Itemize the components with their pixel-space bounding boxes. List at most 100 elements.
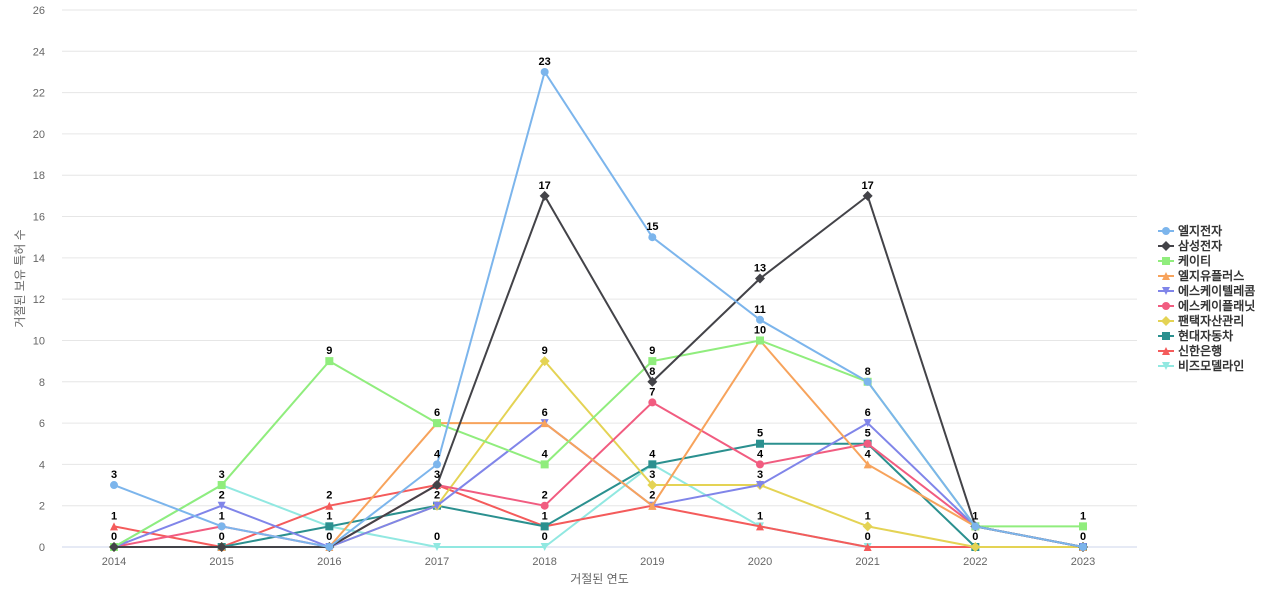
data-point[interactable] — [433, 460, 441, 469]
legend-item[interactable]: 팬택자산관리 — [1158, 313, 1244, 328]
data-point[interactable] — [863, 460, 872, 469]
data-point[interactable] — [756, 460, 764, 469]
data-point[interactable] — [325, 543, 334, 551]
x-tick-label: 2014 — [102, 556, 126, 568]
data-point[interactable] — [862, 190, 873, 201]
data-point[interactable] — [756, 522, 764, 531]
data-point[interactable] — [217, 501, 226, 510]
data-point[interactable] — [647, 376, 658, 387]
data-label: 1 — [542, 510, 548, 522]
legend-item[interactable]: 에스케이텔레콤 — [1158, 283, 1255, 298]
legend-item[interactable]: 엘지전자 — [1158, 223, 1222, 238]
data-point[interactable] — [433, 419, 441, 428]
legend-item[interactable]: 현대자동차 — [1158, 328, 1233, 343]
data-point[interactable] — [756, 315, 764, 324]
data-point[interactable] — [217, 481, 226, 490]
legend-item[interactable]: 신한은행 — [1158, 343, 1222, 358]
data-point[interactable] — [539, 356, 550, 367]
data-point[interactable] — [110, 522, 118, 531]
data-point[interactable] — [217, 522, 226, 531]
data-point[interactable] — [756, 439, 764, 448]
data-point[interactable] — [648, 460, 657, 469]
data-point[interactable] — [647, 480, 658, 491]
legend-marker-icon — [1162, 287, 1170, 295]
legend-item[interactable]: 케이티 — [1158, 253, 1211, 268]
x-axis-title: 거절된 연도 — [570, 572, 629, 586]
legend-item[interactable]: 엘지유플러스 — [1158, 268, 1244, 283]
data-point[interactable] — [540, 460, 549, 469]
data-point[interactable] — [433, 501, 441, 510]
data-point[interactable] — [648, 233, 657, 242]
legend-item[interactable]: 에스케이플래닛 — [1158, 298, 1255, 313]
series-layer — [109, 67, 1088, 552]
data-point[interactable] — [325, 522, 334, 531]
data-point[interactable] — [432, 480, 442, 491]
data-point[interactable] — [970, 542, 981, 552]
y-tick-label: 20 — [33, 129, 45, 141]
data-label: 3 — [434, 469, 440, 481]
series-line[interactable] — [113, 70, 1084, 548]
data-point[interactable] — [109, 542, 119, 552]
data-point[interactable] — [540, 522, 549, 531]
data-point[interactable] — [862, 521, 873, 532]
data-point[interactable] — [863, 543, 872, 551]
x-tick-label: 2017 — [425, 556, 449, 568]
data-point[interactable] — [1079, 543, 1087, 551]
data-label: 8 — [865, 366, 871, 378]
data-point[interactable] — [648, 501, 657, 510]
data-label: 0 — [1080, 531, 1086, 543]
data-point[interactable] — [971, 522, 980, 531]
data-point[interactable] — [325, 501, 334, 510]
data-label: 2 — [219, 490, 225, 502]
data-point[interactable] — [1079, 522, 1087, 531]
data-point[interactable] — [540, 67, 549, 76]
data-point[interactable] — [540, 543, 549, 551]
data-label: 6 — [865, 407, 871, 419]
data-label: 17 — [862, 180, 874, 192]
data-point[interactable] — [863, 377, 872, 386]
x-tick-label: 2023 — [1071, 556, 1095, 568]
data-point[interactable] — [755, 273, 765, 284]
data-point[interactable] — [863, 439, 872, 448]
y-tick-label: 24 — [33, 46, 45, 58]
data-label: 0 — [326, 531, 332, 543]
data-label: 9 — [649, 345, 655, 357]
data-point[interactable] — [648, 398, 657, 407]
series-4 — [110, 419, 1087, 551]
legend-item[interactable]: 삼성전자 — [1158, 238, 1222, 253]
data-point[interactable] — [540, 501, 549, 510]
x-tick-label: 2022 — [963, 556, 987, 568]
data-label: 0 — [865, 531, 871, 543]
data-label: 10 — [754, 324, 766, 336]
legend-label: 에스케이텔레콤 — [1178, 283, 1255, 298]
y-tick-label: 14 — [33, 253, 45, 265]
data-label: 4 — [434, 448, 441, 460]
data-point[interactable] — [648, 357, 657, 366]
data-point[interactable] — [756, 336, 764, 345]
data-point[interactable] — [756, 481, 764, 490]
series-1 — [109, 190, 1088, 552]
x-tick-label: 2021 — [855, 556, 879, 568]
legend-label: 케이티 — [1178, 253, 1211, 268]
data-point[interactable] — [539, 190, 550, 201]
data-label: 1 — [972, 510, 978, 522]
data-point[interactable] — [863, 419, 872, 428]
data-label: 8 — [649, 366, 655, 378]
legend-label: 엘지전자 — [1178, 223, 1222, 238]
x-tick-label: 2015 — [209, 556, 233, 568]
data-label: 3 — [219, 469, 225, 481]
data-point[interactable] — [216, 542, 227, 552]
data-point[interactable] — [433, 543, 441, 551]
legend-label: 엘지유플러스 — [1178, 268, 1244, 283]
legend-item[interactable]: 비즈모델라인 — [1158, 358, 1244, 373]
data-label: 3 — [111, 469, 117, 481]
y-tick-label: 4 — [39, 459, 45, 471]
x-tick-label: 2020 — [748, 556, 772, 568]
data-point[interactable] — [540, 419, 549, 428]
series-line[interactable] — [113, 194, 1084, 548]
data-point[interactable] — [110, 481, 118, 490]
data-point[interactable] — [325, 357, 334, 366]
data-label: 0 — [542, 531, 548, 543]
data-label: 2 — [434, 490, 440, 502]
